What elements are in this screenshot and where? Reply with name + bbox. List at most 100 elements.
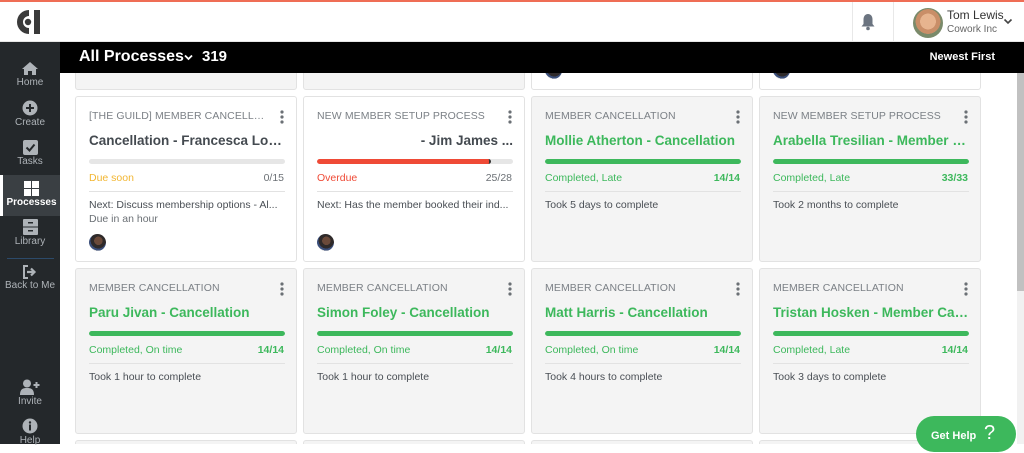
process-card[interactable]: MEMBER CANCELLATION Mollie Atherton - Ca… <box>531 96 753 262</box>
process-card[interactable] <box>759 73 981 90</box>
process-card[interactable] <box>303 73 525 90</box>
chevron-down-icon[interactable] <box>1003 16 1013 26</box>
sidebar-label: Library <box>14 236 46 247</box>
next-task[interactable]: Next: Discuss membership options - Al... <box>89 199 278 211</box>
checkbox-icon <box>22 140 38 155</box>
sidebar-label: Create <box>14 117 45 128</box>
process-category: [THE GUILD] MEMBER CANCELLATI... <box>89 110 269 122</box>
progress-bar <box>773 159 969 164</box>
progress-bar <box>317 331 513 336</box>
page-title[interactable]: All Processes <box>79 48 184 65</box>
sidebar-item-invite[interactable]: Invite <box>0 376 60 414</box>
card-divider <box>773 191 969 192</box>
cowork-logo[interactable] <box>15 7 45 37</box>
process-title[interactable]: Arabella Tresilian - Member S... <box>773 133 969 148</box>
user-org: Cowork Inc <box>947 24 998 35</box>
more-options-icon[interactable] <box>508 110 512 124</box>
progress-bar <box>89 159 285 164</box>
sign-out-icon <box>23 265 37 279</box>
process-title[interactable]: Simon Foley - Cancellation <box>317 305 490 320</box>
app-header: Tom Lewis Cowork Inc <box>0 2 1024 42</box>
more-options-icon[interactable] <box>280 282 284 296</box>
next-task[interactable]: Next: Has the member booked their ind... <box>317 199 509 211</box>
card-divider <box>317 191 513 192</box>
assignee-avatar <box>545 73 562 79</box>
sidebar-item-back-to-me[interactable]: Back to Me <box>0 262 60 300</box>
sidebar-item-create[interactable]: Create <box>0 97 60 135</box>
process-title[interactable]: Mollie Atherton - Cancellation <box>545 133 736 148</box>
sidebar-label: Processes <box>6 197 57 208</box>
process-card[interactable]: MEMBER CANCELLATION Paru Jivan - Cancell… <box>75 268 297 434</box>
process-title[interactable]: Matt Harris - Cancellation <box>545 305 708 320</box>
process-card[interactable]: MEMBER CANCELLATION Simon Foley - Cancel… <box>303 268 525 434</box>
user-plus-icon <box>20 379 40 395</box>
more-options-icon[interactable] <box>508 282 512 296</box>
process-card[interactable] <box>531 440 753 444</box>
completion-summary: Took 4 hours to complete <box>545 371 663 383</box>
scrollbar-thumb[interactable] <box>1017 73 1024 291</box>
assignee-avatar[interactable] <box>89 234 106 251</box>
plus-circle-icon <box>22 100 38 116</box>
bell-icon[interactable] <box>860 13 876 31</box>
assignee-avatar[interactable] <box>317 234 334 251</box>
more-options-icon[interactable] <box>736 282 740 296</box>
process-category: MEMBER CANCELLATION <box>773 282 904 294</box>
sidebar-label: Invite <box>18 396 42 407</box>
process-card[interactable] <box>303 440 525 444</box>
progress-bar <box>545 159 741 164</box>
process-category: MEMBER CANCELLATION <box>545 282 676 294</box>
sidebar-item-tasks[interactable]: Tasks <box>0 137 60 175</box>
step-count: 14/14 <box>713 344 740 356</box>
step-count: 33/33 <box>941 172 968 184</box>
process-title[interactable]: Paru Jivan - Cancellation <box>89 305 250 320</box>
completion-summary: Took 1 hour to complete <box>89 371 202 383</box>
user-name[interactable]: Tom Lewis <box>947 8 1004 22</box>
process-card[interactable] <box>531 73 753 90</box>
sort-dropdown[interactable]: Newest First <box>929 51 995 63</box>
more-options-icon[interactable] <box>736 110 740 124</box>
sidebar-label: Back to Me <box>4 280 56 291</box>
process-card[interactable]: [THE GUILD] MEMBER CANCELLATI... Cancell… <box>75 96 297 262</box>
process-card[interactable]: MEMBER CANCELLATION Matt Harris - Cancel… <box>531 268 753 434</box>
status-text: Completed, On time <box>545 344 639 356</box>
process-card[interactable]: MEMBER CANCELLATION Tristan Hosken - Mem… <box>759 268 981 434</box>
more-options-icon[interactable] <box>280 110 284 124</box>
more-options-icon[interactable] <box>964 110 968 124</box>
card-divider <box>317 363 513 364</box>
process-toolbar: All Processes 319 Newest First <box>60 42 1024 73</box>
header-divider <box>893 2 894 42</box>
more-options-icon[interactable] <box>964 282 968 296</box>
step-count: 14/14 <box>485 344 512 356</box>
status-text: Overdue <box>317 172 358 184</box>
status-text: Completed, Late <box>773 172 851 184</box>
grid-icon <box>24 181 39 196</box>
get-help-label: Get Help <box>931 430 977 442</box>
process-title[interactable]: Cancellation - Francesca Loui... <box>89 133 285 148</box>
get-help-button[interactable]: Get Help ? <box>916 416 1016 452</box>
process-title[interactable]: Tristan Hosken - Member Can... <box>773 305 969 320</box>
step-count: 14/14 <box>941 344 968 356</box>
card-divider <box>773 363 969 364</box>
card-divider <box>545 363 741 364</box>
user-avatar[interactable] <box>913 8 943 38</box>
sidebar-label: Tasks <box>17 156 43 167</box>
progress-bar <box>545 331 741 336</box>
sidebar-item-library[interactable]: Library <box>0 216 60 254</box>
home-icon <box>22 62 38 75</box>
header-divider <box>852 2 853 42</box>
process-card[interactable] <box>75 73 297 90</box>
status-text: Completed, On time <box>317 344 411 356</box>
sidebar-item-home[interactable]: Home <box>0 58 60 96</box>
step-count: 25/28 <box>485 172 512 184</box>
sidebar-item-processes[interactable]: Processes <box>0 175 60 216</box>
vertical-scrollbar[interactable] <box>1017 73 1024 444</box>
progress-bar <box>317 159 513 164</box>
step-count: 14/14 <box>257 344 284 356</box>
sidebar-item-help[interactable]: Help <box>0 415 60 453</box>
process-card[interactable] <box>75 440 297 444</box>
chevron-down-icon[interactable] <box>184 54 193 61</box>
status-text: Completed, On time <box>89 344 183 356</box>
process-card[interactable]: NEW MEMBER SETUP PROCESS Arabella Tresil… <box>759 96 981 262</box>
process-card[interactable]: NEW MEMBER SETUP PROCESS - Jim James ...… <box>303 96 525 262</box>
process-title[interactable]: - Jim James ... <box>420 133 513 148</box>
